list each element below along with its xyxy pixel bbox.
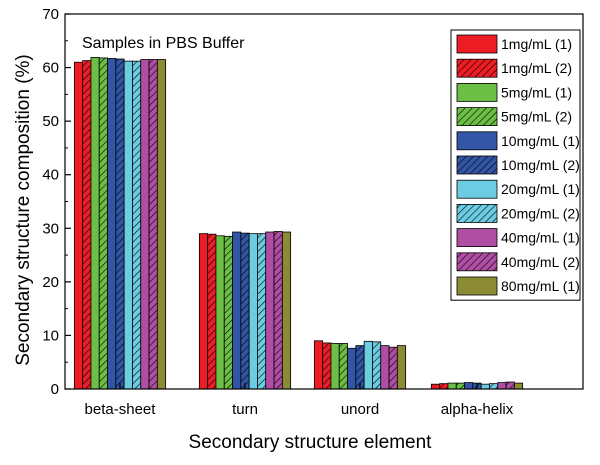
legend-swatch xyxy=(456,276,498,296)
bar-turn-1mg-mL-1 xyxy=(198,233,209,390)
legend-swatch xyxy=(456,203,498,223)
bar-alpha-helix-40mg-mL-2 xyxy=(505,381,515,390)
x-tick-label: unord xyxy=(341,401,379,418)
bar-beta-sheet-10mg-mL-1 xyxy=(107,58,117,390)
y-tick-label: 50 xyxy=(42,113,59,130)
bar-turn-40mg-mL-2 xyxy=(273,231,283,390)
bar-unord-5mg-mL-1 xyxy=(330,343,340,390)
bar-turn-40mg-mL-1 xyxy=(265,231,275,390)
legend-swatch xyxy=(456,228,498,248)
bar-beta-sheet-5mg-mL-2 xyxy=(98,57,108,390)
legend-swatch xyxy=(456,252,498,272)
bar-unord-1mg-mL-1 xyxy=(313,340,324,390)
legend-swatch xyxy=(456,83,498,102)
bar-beta-sheet-5mg-mL-1 xyxy=(90,56,100,390)
bar-alpha-helix-5mg-mL-2 xyxy=(455,382,465,390)
bar-turn-80mg-mL-1 xyxy=(281,231,292,390)
bar-unord-40mg-mL-1 xyxy=(380,345,390,390)
bar-turn-10mg-mL-1 xyxy=(232,231,242,390)
legend-swatch xyxy=(456,58,498,78)
bar-turn-5mg-mL-1 xyxy=(215,235,225,390)
bar-alpha-helix-10mg-mL-1 xyxy=(464,382,474,390)
legend-swatch xyxy=(456,155,498,175)
x-tick-label: turn xyxy=(232,401,258,418)
bar-beta-sheet-20mg-mL-1 xyxy=(123,60,133,390)
bar-beta-sheet-1mg-mL-1 xyxy=(73,61,84,390)
legend-label: 5mg/mL (1) xyxy=(501,84,572,100)
legend-label: 40mg/mL (1) xyxy=(501,230,580,246)
bar-beta-sheet-1mg-mL-2 xyxy=(82,60,92,390)
bar-beta-sheet-20mg-mL-2 xyxy=(132,60,142,390)
legend-swatch xyxy=(456,34,498,54)
legend-label: 10mg/mL (2) xyxy=(501,157,580,173)
legend-swatch xyxy=(456,179,498,199)
y-axis-title: Secondary structure composition (%) xyxy=(13,54,34,366)
bar-beta-sheet-40mg-mL-1 xyxy=(140,59,150,390)
bar-unord-5mg-mL-2 xyxy=(338,343,348,390)
bar-unord-10mg-mL-2 xyxy=(355,345,365,390)
x-tick-label: alpha-helix xyxy=(441,401,514,418)
x-axis-title: Secondary structure element xyxy=(189,432,433,453)
bar-beta-sheet-80mg-mL-1 xyxy=(156,59,167,390)
bar-alpha-helix-1mg-mL-1 xyxy=(430,383,441,390)
bar-turn-20mg-mL-2 xyxy=(257,233,267,390)
bar-alpha-helix-40mg-mL-1 xyxy=(497,382,507,390)
y-tick-label: 70 xyxy=(42,6,59,23)
chart-annotation: Samples in PBS Buffer xyxy=(82,35,245,52)
bar-beta-sheet-40mg-mL-2 xyxy=(148,59,158,390)
legend-label: 20mg/mL (2) xyxy=(501,205,580,221)
legend: 1mg/mL (1) 1mg/mL (2) 5mg/mL (1) 5mg/mL (2)… xyxy=(450,29,581,301)
bar-turn-20mg-mL-1 xyxy=(248,233,258,390)
bar-turn-1mg-mL-2 xyxy=(207,233,217,390)
axes-layer: 0 10 20 30 40 50 60 70 beta-sheet turn unord alpha-… xyxy=(42,6,584,418)
y-tick-label: 60 xyxy=(42,60,59,77)
bar-unord-20mg-mL-1 xyxy=(363,340,373,390)
bar-alpha-helix-80mg-mL-1 xyxy=(513,382,524,390)
bar-unord-80mg-mL-1 xyxy=(396,345,407,390)
bar-alpha-helix-5mg-mL-1 xyxy=(447,382,457,390)
legend-label: 10mg/mL (1) xyxy=(501,133,580,149)
bar-unord-1mg-mL-2 xyxy=(322,342,332,390)
legend-label: 40mg/mL (2) xyxy=(501,254,580,270)
y-tick-label: 0 xyxy=(51,381,59,398)
bar-unord-20mg-mL-2 xyxy=(372,341,382,390)
bar-unord-40mg-mL-2 xyxy=(388,346,398,390)
bar-turn-10mg-mL-2 xyxy=(240,232,250,390)
legend-swatch xyxy=(456,131,498,151)
x-tick-label: beta-sheet xyxy=(85,401,157,418)
bars-layer xyxy=(73,56,524,390)
legend-label: 1mg/mL (2) xyxy=(501,60,572,76)
y-tick-label: 10 xyxy=(42,327,59,344)
legend-label: 80mg/mL (1) xyxy=(501,278,580,294)
bar-beta-sheet-10mg-mL-2 xyxy=(115,58,125,390)
y-tick-label: 40 xyxy=(42,167,59,184)
bar-alpha-helix-20mg-mL-1 xyxy=(480,383,490,390)
legend-label: 5mg/mL (2) xyxy=(501,109,572,125)
y-tick-label: 30 xyxy=(42,220,59,237)
y-tick-label: 20 xyxy=(42,274,59,291)
bar-alpha-helix-1mg-mL-2 xyxy=(439,383,449,390)
bar-turn-5mg-mL-2 xyxy=(223,235,233,390)
bar-alpha-helix-20mg-mL-2 xyxy=(489,383,499,390)
legend-label: 20mg/mL (1) xyxy=(501,181,580,197)
bar-unord-10mg-mL-1 xyxy=(347,347,357,390)
legend-label: 1mg/mL (1) xyxy=(501,36,572,52)
legend-swatch xyxy=(456,107,498,126)
